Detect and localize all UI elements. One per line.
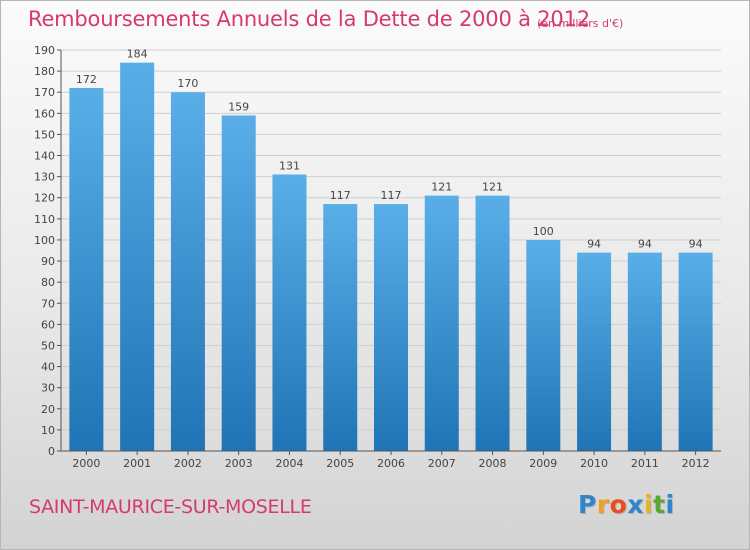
chart-title: Remboursements Annuels de la Dette de 20… xyxy=(28,7,590,31)
bar-2003 xyxy=(221,115,256,451)
bar-2005 xyxy=(323,204,358,451)
value-label-2007: 121 xyxy=(431,181,452,194)
bar-2009 xyxy=(526,239,561,451)
logo-letter-0: P xyxy=(578,490,597,519)
value-label-2008: 121 xyxy=(482,181,503,194)
x-tick-label-2010: 2010 xyxy=(580,457,608,470)
y-tick-label-170: 170 xyxy=(34,86,55,99)
y-tick-label-60: 60 xyxy=(41,318,55,331)
x-tick-label-2008: 2008 xyxy=(479,457,507,470)
bar-2000 xyxy=(69,87,104,451)
city-name: SAINT-MAURICE-SUR-MOSELLE xyxy=(29,496,312,518)
bar-2012 xyxy=(678,252,713,451)
x-tick-label-2011: 2011 xyxy=(631,457,659,470)
y-tick-label-40: 40 xyxy=(41,361,55,374)
bar-2004 xyxy=(272,174,307,451)
y-tick-label-180: 180 xyxy=(34,65,55,78)
axes: 0 10 20 30 40 50 60 70 80 90 100 110 120 130 140 150 160… xyxy=(34,44,721,470)
value-label-2003: 159 xyxy=(228,100,249,113)
logo-letter-2: o xyxy=(609,490,628,519)
y-tick-label-80: 80 xyxy=(41,276,55,289)
value-label-2002: 170 xyxy=(177,77,198,90)
y-tick-label-150: 150 xyxy=(34,128,55,141)
bar-2007 xyxy=(424,195,459,451)
x-tick-label-2006: 2006 xyxy=(377,457,405,470)
logo-letter-5: t xyxy=(653,490,666,519)
x-tick-label-2001: 2001 xyxy=(123,457,151,470)
y-tick-label-10: 10 xyxy=(41,424,55,437)
y-tick-label-0: 0 xyxy=(48,445,55,458)
value-label-2006: 117 xyxy=(381,189,402,202)
x-tick-label-2009: 2009 xyxy=(529,457,557,470)
value-label-2011: 94 xyxy=(638,238,652,251)
value-label-2000: 172 xyxy=(76,73,97,86)
bar-2008 xyxy=(475,195,510,451)
logo-letter-6: i xyxy=(665,490,675,519)
value-label-2010: 94 xyxy=(587,238,601,251)
bar-2006 xyxy=(374,204,408,451)
y-tick-label-30: 30 xyxy=(41,382,55,395)
x-tick-label-2012: 2012 xyxy=(682,457,710,470)
y-tick-label-70: 70 xyxy=(41,297,55,310)
y-tick-label-110: 110 xyxy=(34,213,55,226)
value-label-2012: 94 xyxy=(689,238,703,251)
bars: 172 184 170 159 131 117 117 121 121 100 94 94 94 xyxy=(69,48,713,452)
logo-letter-4: i xyxy=(644,490,654,519)
logo-letter-1: r xyxy=(596,490,610,519)
y-tick-label-100: 100 xyxy=(34,234,55,247)
y-tick-label-20: 20 xyxy=(41,403,55,416)
y-tick-label-130: 130 xyxy=(34,171,55,184)
x-tick-label-2003: 2003 xyxy=(225,457,253,470)
x-tick-label-2005: 2005 xyxy=(326,457,354,470)
y-tick-label-160: 160 xyxy=(34,107,55,120)
value-label-2009: 100 xyxy=(533,225,554,238)
y-tick-label-120: 120 xyxy=(34,192,55,205)
x-tick-label-2000: 2000 xyxy=(72,457,100,470)
logo-letter-3: x xyxy=(627,490,644,519)
x-tick-label-2007: 2007 xyxy=(428,457,456,470)
y-tick-label-50: 50 xyxy=(41,339,55,352)
x-tick-label-2002: 2002 xyxy=(174,457,202,470)
proxiti-logo[interactable]: Proxiti xyxy=(578,490,675,519)
y-tick-label-190: 190 xyxy=(34,44,55,57)
y-tick-label-140: 140 xyxy=(34,150,55,163)
y-tick-label-90: 90 xyxy=(41,255,55,268)
value-label-2005: 117 xyxy=(330,189,351,202)
bar-2002 xyxy=(170,92,205,452)
bar-2001 xyxy=(120,62,155,452)
chart-subtitle: (en milliers d'€) xyxy=(537,17,624,30)
value-label-2004: 131 xyxy=(279,160,300,173)
bar-2011 xyxy=(627,252,662,451)
value-label-2001: 184 xyxy=(127,48,148,61)
bar-2010 xyxy=(577,252,612,451)
x-tick-label-2004: 2004 xyxy=(275,457,303,470)
